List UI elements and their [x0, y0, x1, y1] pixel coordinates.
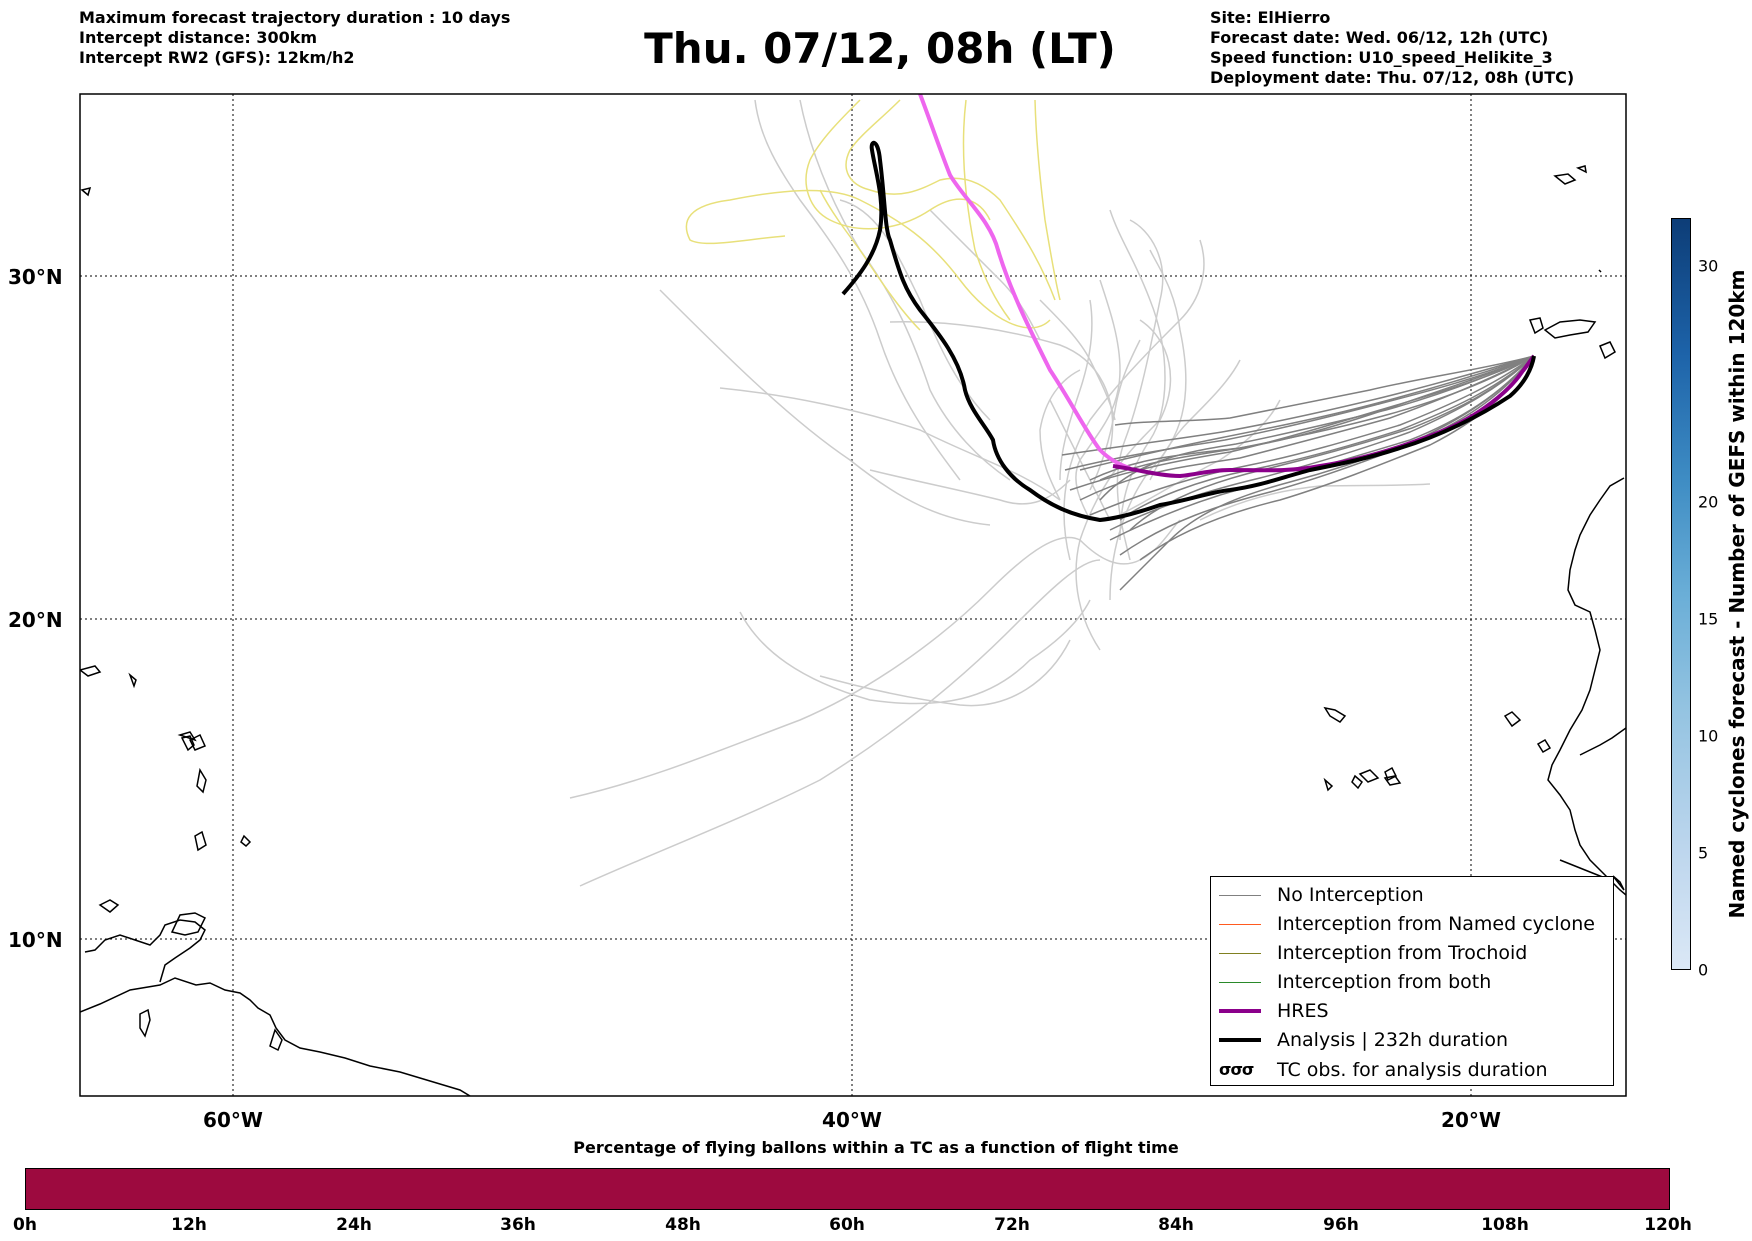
- pct-tick-36h: 36h: [500, 1215, 536, 1235]
- pct-tick-72h: 72h: [994, 1215, 1030, 1235]
- pct-tick-60h: 60h: [829, 1215, 865, 1235]
- map-frame: [79, 93, 1627, 1097]
- legend-swatch: [1219, 998, 1261, 1024]
- legend-label: Analysis | 232h duration: [1277, 1029, 1509, 1051]
- header-intercept-rw2: Intercept RW2 (GFS): 12km/h2: [79, 48, 355, 67]
- lat-label-10n: 10°N: [8, 928, 63, 952]
- legend-item-no-interception: No Interception: [1219, 882, 1424, 908]
- lon-label-60w: 60°W: [203, 1108, 263, 1132]
- legend-label: No Interception: [1277, 884, 1424, 906]
- lon-label-20w: 20°W: [1441, 1108, 1501, 1132]
- pct-tick-12h: 12h: [171, 1215, 207, 1235]
- legend-item-trochoid: Interception from Trochoid: [1219, 940, 1527, 966]
- hres-trajectory-pink: [918, 94, 1131, 470]
- no-interception-trajectories: [1061, 355, 1535, 591]
- header-left: Maximum forecast trajectory duration : 1…: [79, 8, 510, 68]
- legend-label: Interception from Named cyclone: [1277, 913, 1595, 935]
- header-site: Site: ElHierro: [1210, 8, 1331, 27]
- legend-item-both: Interception from both: [1219, 969, 1491, 995]
- percentage-bar: [25, 1168, 1670, 1210]
- colorbar-tick-10: 10: [1698, 726, 1719, 746]
- coastlines: [80, 165, 1626, 1096]
- percentage-bar-title: Percentage of flying ballons within a TC…: [573, 1138, 1179, 1157]
- colorbar-title: Named cyclones forecast - Number of GEFS…: [1725, 269, 1749, 919]
- header-deployment-date: Deployment date: Thu. 07/12, 08h (UTC): [1210, 68, 1575, 87]
- legend-label: HRES: [1277, 1000, 1329, 1022]
- legend-swatch: [1219, 882, 1261, 908]
- legend-swatch: [1219, 1027, 1261, 1053]
- header-speed-function: Speed function: U10_speed_Helikite_3: [1210, 48, 1553, 67]
- lat-label-30n: 30°N: [8, 265, 63, 289]
- pct-tick-120h: 120h: [1644, 1215, 1692, 1235]
- legend-item-hres: HRES: [1219, 998, 1329, 1024]
- colorbar: [1671, 218, 1691, 970]
- legend-item-named-cyclone: Interception from Named cyclone: [1219, 911, 1595, 937]
- pct-tick-96h: 96h: [1323, 1215, 1359, 1235]
- map-title: Thu. 07/12, 08h (LT): [644, 24, 1116, 73]
- yellow-trajectories: [685, 99, 1061, 331]
- pct-tick-108h: 108h: [1481, 1215, 1529, 1235]
- pct-tick-0h: 0h: [13, 1215, 37, 1235]
- legend: No Interception Interception from Named …: [1210, 876, 1614, 1086]
- analysis-trajectory: [841, 140, 1536, 523]
- legend-label: Interception from both: [1277, 971, 1492, 993]
- pct-tick-84h: 84h: [1158, 1215, 1194, 1235]
- colorbar-tick-15: 15: [1698, 609, 1719, 629]
- header-intercept-distance: Intercept distance: 300km: [79, 28, 318, 47]
- colorbar-tick-20: 20: [1698, 492, 1719, 512]
- lat-label-20n: 20°N: [8, 608, 63, 632]
- legend-item-analysis: Analysis | 232h duration: [1219, 1027, 1508, 1053]
- legend-label: TC obs. for analysis duration: [1277, 1059, 1548, 1081]
- pct-tick-24h: 24h: [336, 1215, 372, 1235]
- light-grey-trajectories: [569, 99, 1431, 887]
- lon-label-40w: 40°W: [822, 1108, 882, 1132]
- legend-label: Interception from Trochoid: [1277, 942, 1528, 964]
- cyclone-symbols-icon: σσσ: [1219, 1060, 1254, 1079]
- legend-swatch: [1219, 911, 1261, 937]
- legend-swatch: [1219, 969, 1261, 995]
- colorbar-tick-5: 5: [1698, 843, 1709, 863]
- pct-tick-48h: 48h: [665, 1215, 701, 1235]
- legend-item-tc-obs: σσσ TC obs. for analysis duration: [1219, 1057, 1548, 1083]
- legend-swatch: [1219, 940, 1261, 966]
- header-right: Site: ElHierro Forecast date: Wed. 06/12…: [1210, 8, 1574, 88]
- header-max-duration: Maximum forecast trajectory duration : 1…: [79, 8, 511, 27]
- header-forecast-date: Forecast date: Wed. 06/12, 12h (UTC): [1210, 28, 1549, 47]
- colorbar-tick-0: 0: [1698, 960, 1709, 980]
- colorbar-tick-30: 30: [1698, 256, 1719, 276]
